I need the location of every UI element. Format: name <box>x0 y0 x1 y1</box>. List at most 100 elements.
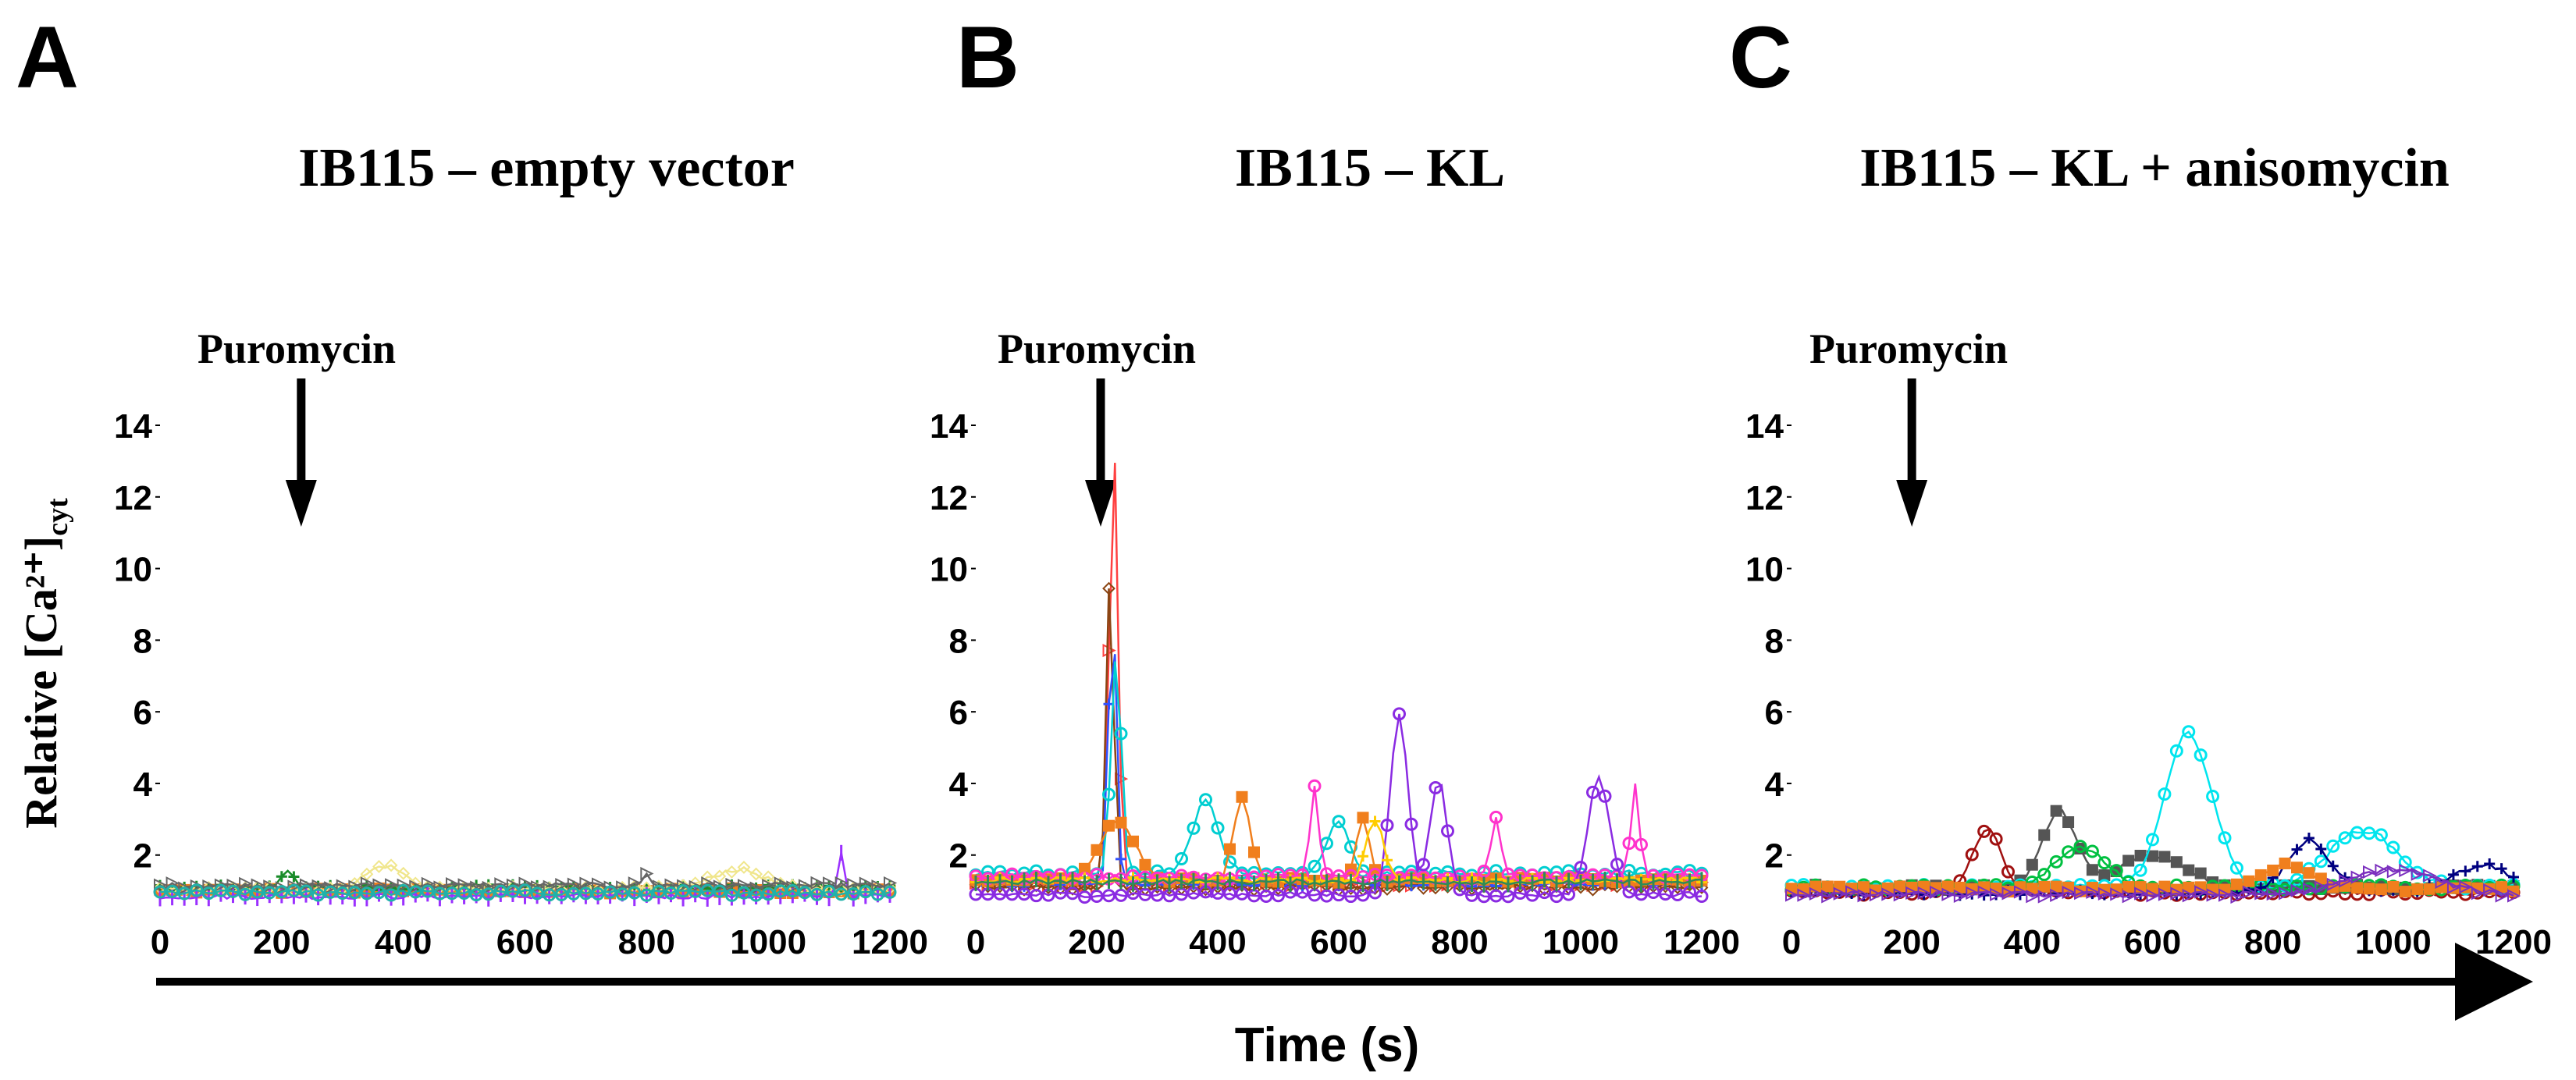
data-point-trace-purple <box>1953 889 1968 903</box>
data-point-trace-teal <box>737 886 751 900</box>
panel-letter-c: C <box>1729 9 1792 106</box>
data-point-trace-navy <box>2447 869 2459 880</box>
x-axis-label: Time (s) <box>1235 1018 1420 1072</box>
data-point-trace-teal <box>311 888 326 902</box>
y-tick-label: 8 <box>133 622 152 660</box>
data-point-trace-teal <box>506 884 520 898</box>
panel-a-chart: 2 4 6 8 10 12 14 0 200 400 600 800 1000 1200 Puromycin <box>114 325 928 961</box>
data-point-trace-gray <box>300 878 314 892</box>
data-point-trace-gray <box>482 880 496 895</box>
data-point-trace-gray <box>2098 869 2111 882</box>
y-tick-label: 2 <box>133 837 152 876</box>
data-point-trace-teal <box>251 885 265 899</box>
data-point-trace-gray <box>178 881 192 895</box>
data-point-trace-teal <box>810 887 824 901</box>
data-point-trace-gray <box>360 876 375 890</box>
panel-letter-b: B <box>956 9 1019 106</box>
data-point-trace-purple <box>2375 863 2389 878</box>
data-point-trace-purple <box>2350 870 2364 884</box>
y-tick-label: 8 <box>949 622 968 660</box>
data-point-trace-orange <box>2122 881 2135 893</box>
y-tick-label: 12 <box>114 479 152 517</box>
data-point-trace-orange <box>2423 883 2435 895</box>
data-point-trace-navy <box>2303 833 2314 844</box>
x-tick-label: 400 <box>375 923 432 961</box>
x-tick-label: 600 <box>2124 923 2181 961</box>
data-point-trace-teal <box>299 884 313 898</box>
panel-title-a: IB115 – empty vector <box>298 138 795 198</box>
series-trace-teal <box>153 883 897 902</box>
data-point-trace-gray <box>385 878 399 892</box>
data-point-trace-gray <box>239 876 253 891</box>
data-point-trace-orange <box>2375 883 2387 896</box>
data-point-trace-yellow <box>737 860 751 874</box>
data-point-trace-teal <box>238 887 252 901</box>
data-point-trace-green <box>276 871 287 883</box>
y-tick-label: 6 <box>133 694 152 732</box>
data-point-trace-teal <box>323 885 337 899</box>
data-point-trace-purple <box>1833 886 1847 901</box>
data-point-trace-orange <box>2243 875 2255 887</box>
data-point-trace-gray <box>2050 805 2062 817</box>
data-point-trace-green <box>2109 864 2123 878</box>
data-point-trace-purple <box>1845 885 1859 899</box>
data-point-trace-violet <box>1017 887 1031 901</box>
x-tick-label: 600 <box>1310 923 1367 961</box>
data-point-trace-navy <box>2327 860 2339 872</box>
data-point-trace-teal <box>360 886 374 901</box>
y-tick-label: 14 <box>114 407 152 446</box>
data-point-trace-teal <box>262 886 276 900</box>
x-tick-label: 0 <box>966 923 985 961</box>
y-tick-label: 14 <box>930 407 968 446</box>
data-point-trace-navy <box>2471 861 2483 872</box>
data-point-trace-teal <box>384 888 398 902</box>
puromycin-arrow-head <box>1896 480 1928 527</box>
data-point-trace-purple <box>2495 889 2509 903</box>
data-point-trace-teal <box>822 884 836 898</box>
data-point-trace-violet <box>1610 858 1624 872</box>
data-point-trace-cyan <box>1211 821 1225 835</box>
data-point-trace-purple <box>1809 886 1823 901</box>
data-point-trace-orange <box>1115 816 1127 829</box>
data-point-trace-violet <box>1223 886 1236 901</box>
data-point-trace-teal <box>700 883 714 897</box>
data-point-trace-teal <box>724 888 738 902</box>
data-point-trace-purple <box>2170 886 2184 901</box>
data-point-trace-brown <box>1368 882 1382 895</box>
data-point-trace-purple <box>1881 887 1895 901</box>
series-line-trace-violet <box>975 713 1703 899</box>
data-point-trace-darkred <box>2001 865 2015 879</box>
data-point-trace-teal <box>177 886 191 901</box>
data-point-trace-purple <box>2279 886 2293 901</box>
data-point-trace-teal <box>567 886 581 901</box>
series-line-trace-cyan <box>975 661 1703 877</box>
data-point-trace-orange <box>2303 867 2315 879</box>
data-point-trace-gray <box>214 878 229 892</box>
data-point-trace-gray <box>834 876 849 890</box>
data-point-trace-brown <box>1017 883 1031 897</box>
data-point-trace-teal <box>457 886 471 900</box>
data-point-trace-gray <box>688 879 703 893</box>
data-point-trace-violet <box>1404 817 1418 831</box>
data-point-trace-purple <box>2146 889 2160 903</box>
data-point-trace-gray <box>275 881 290 895</box>
data-point-trace-darkred <box>1977 824 1991 838</box>
data-point-trace-purple <box>2386 865 2401 879</box>
data-point-trace-cyan <box>1308 859 1322 873</box>
x-tick-label: 1200 <box>852 923 928 961</box>
y-tick-label: 6 <box>949 694 968 732</box>
data-point-trace-purple <box>2435 875 2449 889</box>
series-trace-green <box>974 871 1703 893</box>
data-point-trace-brown <box>1344 882 1357 896</box>
data-point-trace-gray <box>397 878 411 893</box>
data-point-trace-brown <box>1066 882 1080 896</box>
data-point-trace-violet <box>1030 889 1043 903</box>
x-tick-label: 200 <box>1068 923 1125 961</box>
data-point-trace-violet <box>1272 889 1285 903</box>
data-point-trace-teal <box>530 886 544 901</box>
series-trace-blue <box>970 654 1707 892</box>
data-point-trace-purple <box>2218 888 2233 902</box>
data-point-trace-gray <box>446 877 460 891</box>
data-point-trace-yellow <box>360 867 374 881</box>
data-point-trace-cyan <box>1223 855 1236 869</box>
